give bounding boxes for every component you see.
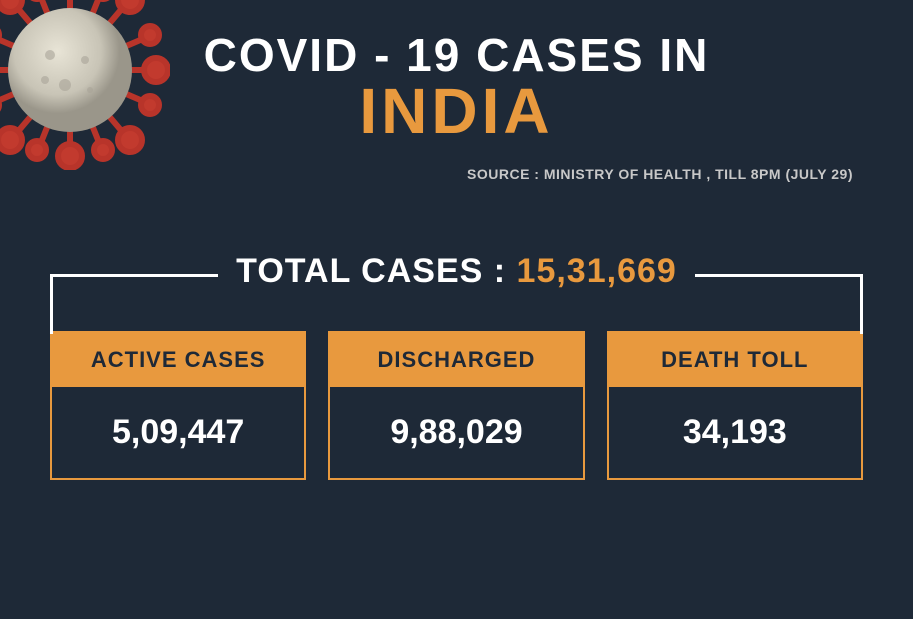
stat-box-active: Active Cases 5,09,447 xyxy=(50,331,306,480)
total-label: Total Cases : xyxy=(236,252,506,290)
stats-row: Active Cases 5,09,447 Discharged 9,88,02… xyxy=(0,331,913,480)
total-value: 15,31,669 xyxy=(517,252,677,290)
stat-value: 34,193 xyxy=(609,387,861,478)
stat-box-deaths: Death Toll 34,193 xyxy=(607,331,863,480)
stat-box-discharged: Discharged 9,88,029 xyxy=(328,331,584,480)
stat-value: 5,09,447 xyxy=(52,387,304,478)
stat-value: 9,88,029 xyxy=(330,387,582,478)
stat-label: Active Cases xyxy=(52,333,304,387)
stat-label: Death Toll xyxy=(609,333,861,387)
stat-label: Discharged xyxy=(330,333,582,387)
total-section: Total Cases : 15,31,669 xyxy=(0,252,913,291)
virus-icon xyxy=(0,0,170,170)
